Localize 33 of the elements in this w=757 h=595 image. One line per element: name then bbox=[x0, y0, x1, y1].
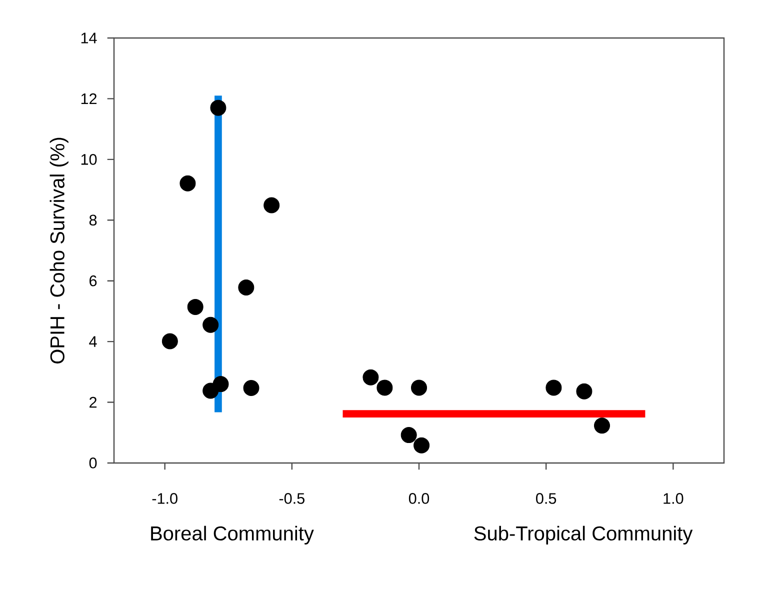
point bbox=[187, 298, 204, 315]
y-tick-label: 0 bbox=[89, 458, 97, 468]
point bbox=[180, 175, 196, 192]
point bbox=[212, 376, 229, 392]
y-axis-title: OPIH - Coho Survival (%) bbox=[50, 138, 68, 364]
point bbox=[243, 380, 260, 396]
y-tick-label: 2 bbox=[90, 396, 97, 408]
point bbox=[576, 383, 592, 400]
point bbox=[210, 100, 226, 116]
y-tick-label: 4 bbox=[89, 336, 97, 347]
point bbox=[238, 280, 254, 296]
x-tick-label: 1.0 bbox=[664, 493, 684, 504]
point bbox=[546, 380, 562, 396]
point bbox=[264, 197, 280, 214]
text: Boreal Community bbox=[151, 526, 314, 544]
text: Sub-Tropical Community bbox=[474, 526, 693, 544]
x-tick-label: -1.0 bbox=[152, 493, 178, 504]
y-tick-label: 6 bbox=[90, 275, 97, 286]
x-tick-label: 0.5 bbox=[536, 493, 556, 504]
y-tick-label: 10 bbox=[81, 154, 97, 165]
point bbox=[411, 380, 428, 396]
point bbox=[400, 427, 417, 444]
x-tick-label: 0.0 bbox=[408, 493, 430, 504]
point bbox=[594, 418, 610, 434]
point bbox=[162, 333, 178, 350]
y-tick-label: 12 bbox=[81, 93, 97, 104]
point bbox=[202, 316, 219, 333]
point bbox=[414, 437, 430, 454]
x-tick-label: -0.5 bbox=[279, 493, 304, 504]
point bbox=[376, 380, 393, 396]
y-tick-label: 8 bbox=[89, 214, 97, 226]
y-tick-label: 14 bbox=[81, 32, 97, 44]
point bbox=[362, 369, 379, 386]
